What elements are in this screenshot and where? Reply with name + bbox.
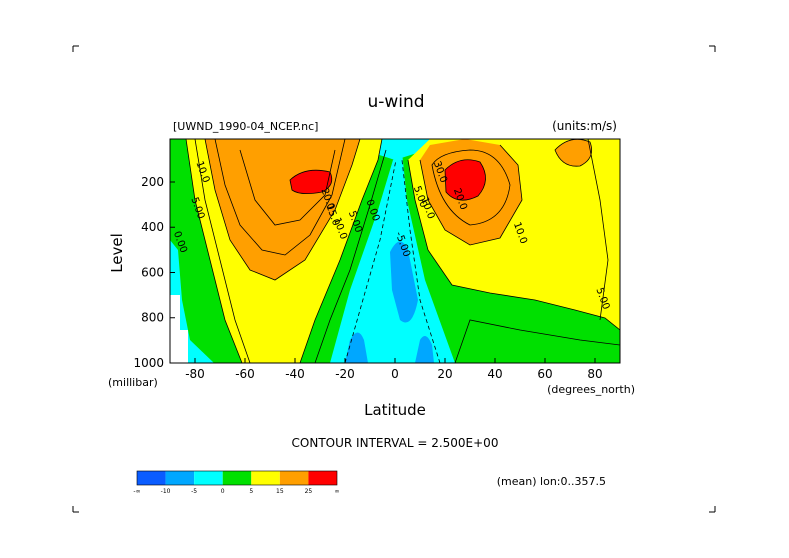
colorbar-label: 5 [249,488,253,495]
contour-line-dashed [344,159,397,363]
colorbar-label: -10 [161,488,171,495]
contour-interval-label: CONTOUR INTERVAL = 2.500E+00 [292,436,499,450]
colorbar-label: -∞ [133,488,140,495]
colorbar-swatch [308,471,337,485]
y-tick-label: 400 [141,220,164,234]
colorbar-label: 0 [221,488,225,495]
colorbar-label: 25 [305,488,313,495]
contour-line [239,149,336,226]
contour-line [554,139,593,167]
contour-line [204,139,361,281]
colorbar-swatch [279,471,309,485]
fill-band-25-plus-north [445,159,486,201]
fill-band-strong-negative-south [345,332,368,363]
crop-mark-top-right [709,45,716,52]
y-axis: 1000 800 600 400 200 [133,175,175,370]
crop-mark-bottom-right [709,506,716,513]
colorbar-label: 15 [276,488,284,495]
y-tick-label: 600 [141,265,164,279]
contour-line [299,139,383,363]
y-axis-label: Level [108,233,126,273]
contour-line [587,139,609,321]
x-tick-label: -60 [235,367,255,381]
colorbar-frame [136,470,338,486]
dataset-label: [UWND_1990-04_NCEP.nc] [173,120,318,133]
fill-band-15-25-polar [555,139,592,167]
missing-data-region [170,295,188,363]
contour-line [194,139,251,363]
colorbar: -∞ -10 -5 0 5 15 25 ∞ [133,470,340,495]
y-units-label: (millibar) [108,376,158,389]
x-tick-label: -80 [185,367,205,381]
x-tick-label: -20 [335,367,355,381]
x-axis: -80 -60 -40 -20 0 20 40 60 80 [185,358,603,381]
y-tick-label: 200 [141,175,164,189]
contour-line [431,149,511,226]
crop-mark-top-left [72,45,79,52]
contour-line [407,159,620,331]
x-tick-label: 20 [437,367,452,381]
y-tick-label: 1000 [133,356,164,370]
fill-band-strong-negative-north [415,336,434,363]
y-tick-label: 800 [141,311,164,325]
units-label: (units:m/s) [552,119,617,133]
x-tick-label: 40 [487,367,502,381]
colorbar-swatch [137,471,166,485]
x-tick-label: -40 [285,367,305,381]
colorbar-swatch [194,471,223,485]
mean-lon-label: (mean) lon:0..357.5 [497,475,606,488]
x-tick-label: 0 [391,367,399,381]
contour-lines [185,139,620,363]
contour-line [419,144,523,246]
fill-band-25-plus-south [290,170,332,194]
x-tick-label: 80 [587,367,602,381]
colorbar-label: ∞ [335,488,340,495]
chart-title: u-wind [367,92,424,112]
x-axis-label: Latitude [364,401,426,419]
contour-line [289,169,333,194]
x-tick-label: 60 [537,367,552,381]
contour-line [185,139,243,363]
crop-marks [72,45,716,513]
contour-line-dashed [401,159,441,363]
contour-line [444,159,486,201]
colorbar-label: -5 [191,488,197,495]
fill-band-strong-negative [390,241,418,323]
contour-line [314,149,387,363]
x-units-label: (degrees_north) [547,383,635,396]
colorbar-swatch [165,471,195,485]
contour-line [454,319,620,363]
colorbar-swatch [251,471,280,485]
colorbar-swatch [222,471,252,485]
crop-mark-bottom-left [72,506,79,513]
contour-line [214,139,346,256]
